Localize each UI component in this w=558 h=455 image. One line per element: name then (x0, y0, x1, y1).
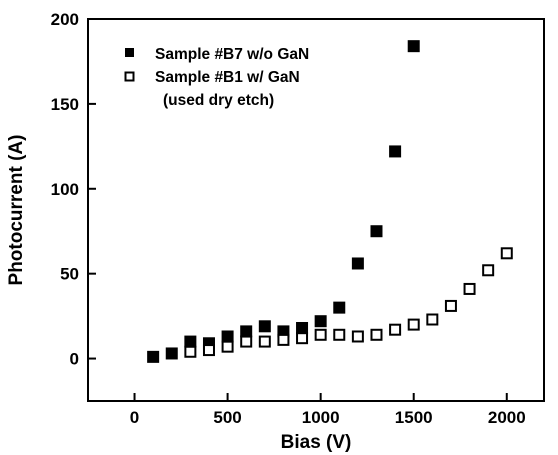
data-point-b7 (165, 347, 178, 360)
y-tick-label: 50 (60, 265, 79, 284)
data-point-b1 (444, 299, 457, 312)
legend-marker-open-square (124, 71, 135, 82)
x-tick-label: 0 (130, 408, 139, 427)
data-point-b1 (258, 335, 271, 348)
x-tick-label: 1000 (302, 408, 340, 427)
data-point-b1 (240, 335, 253, 348)
data-point-b1 (314, 328, 327, 341)
data-point-b7 (370, 225, 383, 238)
data-point-b7 (240, 325, 253, 338)
data-point-b7 (147, 350, 160, 363)
x-axis-ticks: 0 500 1000 1500 2000 (130, 393, 526, 427)
x-axis-label: Bias (V) (281, 432, 352, 453)
data-point-b1 (426, 313, 439, 326)
data-point-b7 (333, 301, 346, 314)
x-tick-label: 2000 (488, 408, 526, 427)
y-tick-label: 0 (70, 350, 79, 369)
data-point-b1 (370, 328, 383, 341)
data-point-b1 (333, 328, 346, 341)
data-point-b7 (221, 330, 234, 343)
data-point-b1 (389, 323, 402, 336)
data-point-b1 (463, 282, 476, 295)
data-point-b7 (296, 321, 309, 334)
data-point-b7 (184, 335, 197, 348)
data-point-b1 (202, 344, 215, 357)
data-point-b7 (351, 257, 364, 270)
y-tick-label: 100 (51, 180, 79, 199)
legend-label-b7: Sample #B7 w/o GaN (155, 46, 309, 63)
data-point-b1 (184, 345, 197, 358)
data-points (147, 40, 513, 363)
data-point-b1 (296, 332, 309, 345)
data-point-b1 (221, 340, 234, 353)
data-point-b7 (258, 320, 271, 333)
data-point-b7 (314, 315, 327, 328)
y-tick-label: 150 (51, 95, 79, 114)
x-tick-label: 1500 (395, 408, 433, 427)
data-point-b1 (500, 247, 513, 260)
x-tick-label: 500 (213, 408, 241, 427)
data-point-b1 (351, 330, 364, 343)
data-point-b1 (407, 318, 420, 331)
data-point-b7 (389, 145, 402, 158)
y-axis-ticks: 0 50 100 150 200 (51, 10, 96, 369)
legend-marker-filled-square (125, 48, 134, 57)
y-axis-label: Photocurrent (A) (6, 135, 27, 286)
data-point-b1 (482, 264, 495, 277)
legend-label-b1: Sample #B1 w/ GaN (155, 69, 300, 86)
legend: Sample #B7 w/o GaN Sample #B1 w/ GaN (us… (124, 46, 309, 109)
y-tick-label: 200 (51, 10, 79, 29)
data-point-b1 (277, 333, 290, 346)
plot-frame (87, 18, 545, 402)
data-point-b7 (407, 40, 420, 53)
legend-label-b1-note: (used dry etch) (163, 92, 274, 109)
